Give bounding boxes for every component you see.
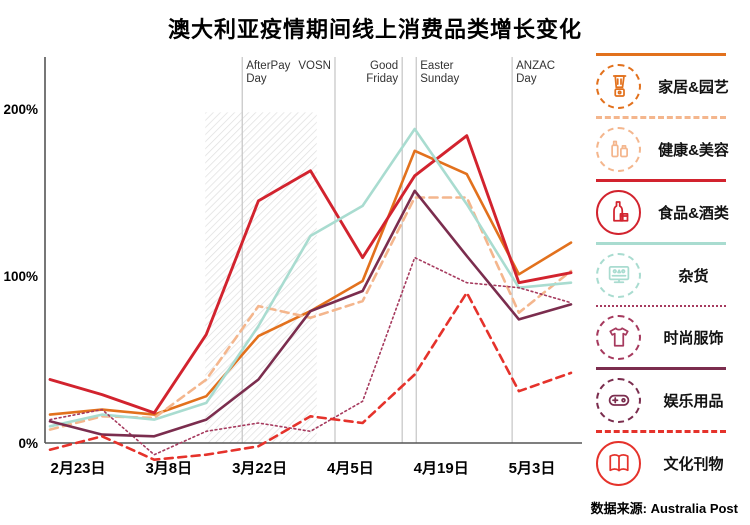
- chart-title: 澳大利亚疫情期间线上消费品类增长变化: [167, 17, 582, 42]
- event-label-anzac-day: ANZAC Day: [516, 60, 555, 85]
- series-line-food-alcohol: [48, 134, 573, 415]
- axis-tick-labels: 0% 100% 200% 2月23日 3月8日 3月22日 4月5日 4月19日 5月3日: [3, 102, 555, 477]
- x-tick-4月5日: 4月5日: [327, 460, 374, 477]
- legend-line-sample-groceries: [596, 242, 726, 245]
- legend: 家居&园艺健康&美容食品&酒类杂货时尚服饰娱乐用品文化刊物: [596, 53, 746, 493]
- x-tick-2月23日: 2月23日: [50, 460, 105, 477]
- x-tick-4月19日: 4月19日: [414, 460, 469, 477]
- data-source-note: 数据来源: Australia Post: [590, 501, 738, 516]
- legend-label-fashion: 时尚服饰: [663, 329, 724, 347]
- legend-item-home-garden: 家居&园艺: [596, 53, 746, 109]
- legend-label-culture-books: 文化刊物: [663, 455, 724, 473]
- axes: [44, 57, 582, 444]
- controller-icon: [596, 377, 641, 423]
- legend-line-sample-health-beauty: [596, 116, 726, 119]
- legend-item-groceries: 杂货: [596, 242, 746, 298]
- legend-label-entertainment: 娱乐用品: [663, 392, 724, 410]
- cosmetics-icon: [596, 126, 641, 172]
- book-icon: [596, 440, 641, 486]
- x-tick-5月3日: 5月3日: [509, 460, 556, 477]
- legend-item-entertainment: 娱乐用品: [596, 367, 746, 423]
- event-label-good-friday: Good Friday: [366, 60, 398, 85]
- y-tick-100%: 100%: [3, 269, 38, 284]
- event-label-afterpay-day: AfterPay Day: [246, 60, 290, 85]
- x-tick-3月8日: 3月8日: [145, 460, 192, 477]
- series-lines: [48, 127, 573, 462]
- lockdown-hatch-band: [205, 112, 317, 443]
- legend-line-sample-culture-books: [596, 430, 726, 433]
- y-tick-0%: 0%: [18, 436, 38, 451]
- series-line-culture-books: [48, 291, 573, 462]
- hatch-rect: [205, 112, 317, 443]
- y-tick-200%: 200%: [3, 102, 38, 117]
- x-tick-3月22日: 3月22日: [232, 460, 287, 477]
- series-line-fashion: [49, 256, 572, 456]
- event-label-easter-sunday: Easter Sunday: [420, 60, 459, 85]
- blender-icon: [596, 63, 641, 109]
- legend-line-sample-entertainment: [596, 367, 726, 370]
- series-line-groceries: [48, 127, 573, 428]
- legend-label-home-garden: 家居&园艺: [658, 78, 729, 96]
- legend-label-food-alcohol: 食品&酒类: [658, 204, 729, 222]
- wine-bottle-icon: [596, 189, 641, 235]
- legend-item-health-beauty: 健康&美容: [596, 116, 746, 172]
- event-label-vosn: VOSN: [298, 60, 331, 72]
- legend-label-groceries: 杂货: [678, 267, 709, 285]
- legend-item-food-alcohol: 食品&酒类: [596, 179, 746, 235]
- tshirt-icon: [596, 314, 641, 360]
- event-marker-lines: AfterPay Day VOSN Good Friday Easter Sunday ANZ…: [241, 57, 555, 443]
- monitor-icon: [596, 252, 641, 298]
- legend-line-sample-fashion: [596, 305, 726, 307]
- legend-label-health-beauty: 健康&美容: [658, 141, 729, 159]
- legend-item-culture-books: 文化刊物: [596, 430, 746, 486]
- legend-line-sample-home-garden: [596, 53, 726, 56]
- legend-item-fashion: 时尚服饰: [596, 305, 746, 360]
- series-line-entertainment: [48, 189, 573, 438]
- legend-line-sample-food-alcohol: [596, 179, 726, 182]
